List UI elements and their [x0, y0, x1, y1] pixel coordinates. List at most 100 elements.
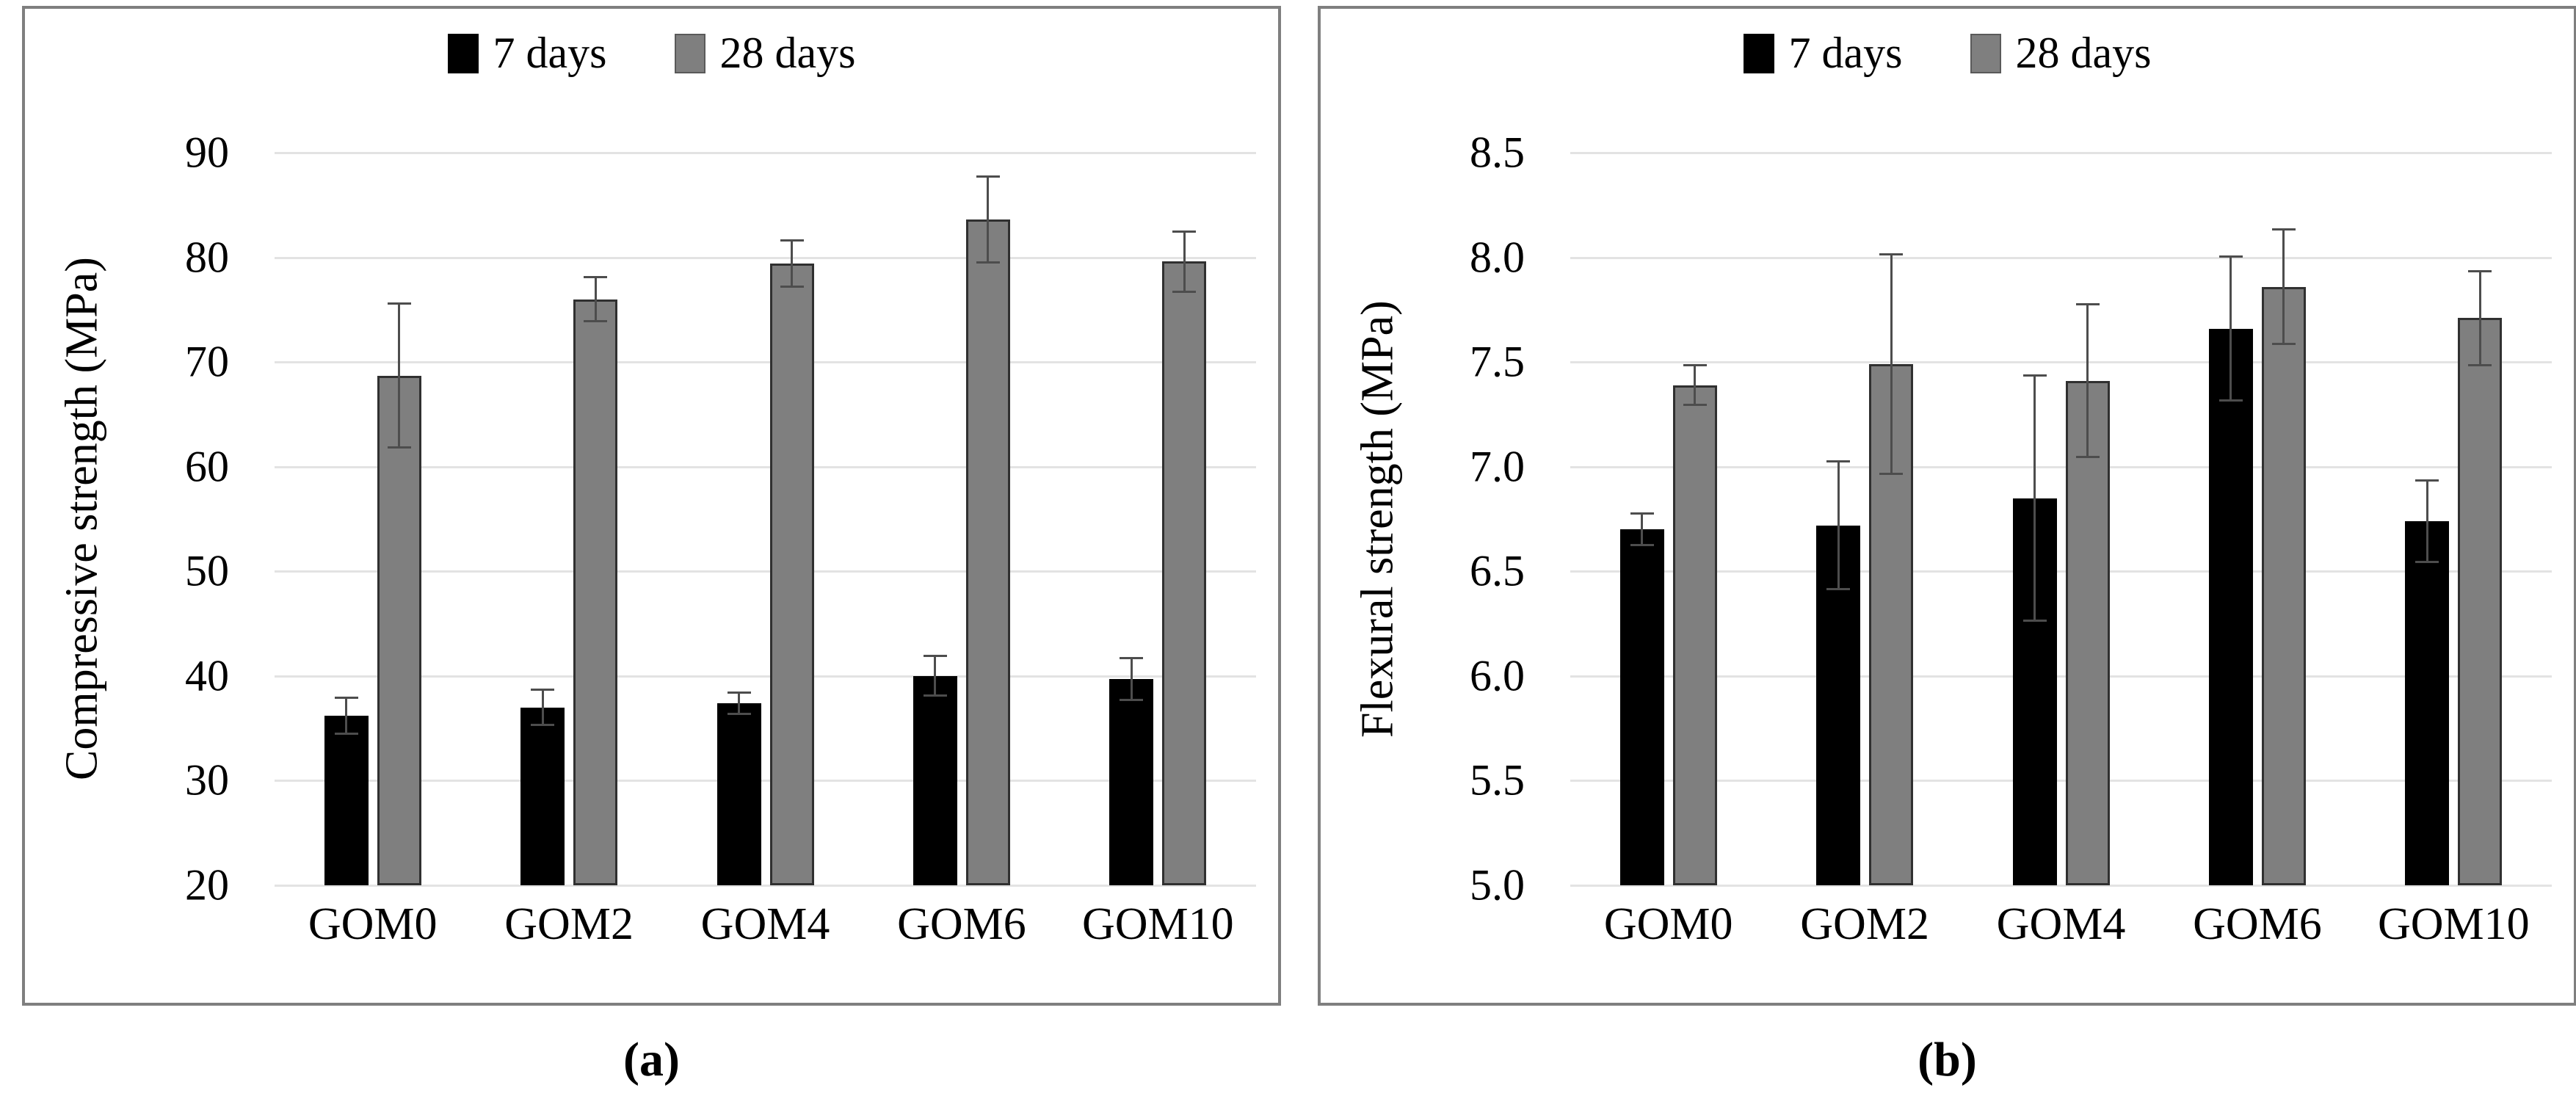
error-bar-7-days-gom2: [1826, 460, 1851, 590]
error-bar-28-days-gom2: [584, 276, 608, 322]
legend-swatch-28-days: [1970, 33, 2001, 73]
error-bar-part: [2229, 255, 2232, 402]
error-bar-part: [2271, 228, 2296, 231]
error-bar-part: [1130, 657, 1133, 702]
bar-group-gom4: [1963, 153, 2159, 885]
error-bar-part: [1826, 460, 1851, 463]
y-tick-label-40: 40: [185, 651, 229, 700]
error-bar-part: [780, 239, 804, 242]
gridline-20: [275, 885, 1256, 887]
gridline-8-0: [1570, 256, 2552, 259]
gridline-40: [275, 675, 1256, 678]
error-bar-part: [334, 697, 358, 700]
x-category-label-gom2: GOM2: [504, 899, 634, 949]
error-bar-28-days-gom4: [780, 239, 804, 288]
legend-item-28-days: 28 days: [1970, 28, 2151, 79]
error-bar-part: [1630, 544, 1654, 547]
bar-slot-7-days-gom6: [913, 153, 957, 885]
error-bar-part: [934, 655, 937, 697]
error-bar-part: [387, 446, 411, 449]
bar-slot-28-days-gom4: [2065, 153, 2110, 885]
legend-item-7-days: 7 days: [1743, 28, 1903, 79]
bar-slot-7-days-gom2: [520, 153, 565, 885]
x-category-label-gom2: GOM2: [1800, 899, 1929, 949]
error-bar-part: [727, 692, 751, 694]
gridline-7-5: [1570, 361, 2552, 364]
error-bar-7-days-gom10: [2415, 479, 2439, 563]
y-tick-label-30: 30: [185, 755, 229, 805]
error-bar-part: [2271, 343, 2296, 346]
legend-label-7-days: 7 days: [1788, 29, 1903, 77]
error-bar-7-days-gom10: [1120, 657, 1144, 702]
plot-area-b: [1570, 152, 2552, 887]
gridline-6-0: [1570, 675, 2552, 678]
error-bar-part: [1890, 253, 1893, 476]
error-bar-part: [1183, 230, 1186, 294]
bar-7-days-gom10: [1109, 679, 1154, 885]
error-bar-part: [2218, 399, 2243, 402]
bar-28-days-gom2: [573, 299, 618, 885]
bar-groups-a: [275, 153, 1256, 885]
gridline-7-0: [1570, 465, 2552, 468]
x-category-label-gom10: GOM10: [1081, 899, 1234, 949]
panel-caption-a: (a): [623, 1033, 680, 1086]
error-bar-part: [1641, 512, 1644, 547]
error-bar-part: [1683, 404, 1707, 407]
bar-slot-7-days-gom0: [324, 153, 369, 885]
y-tick-label-5-5: 5.5: [1470, 755, 1525, 805]
gridline-5-5: [1570, 780, 2552, 783]
bar-28-days-gom0: [377, 375, 421, 885]
legend-swatch-28-days: [674, 33, 705, 73]
error-bar-28-days-gom6: [2271, 228, 2296, 346]
gridline-70: [275, 361, 1256, 364]
error-bar-28-days-gom2: [1879, 253, 1904, 476]
x-category-label-gom6: GOM6: [897, 899, 1026, 949]
plot-area-a: [275, 152, 1256, 887]
error-bar-part: [976, 261, 1000, 264]
panel-b: 7 days 28 days Flexural strength (MPa) 8.…: [1318, 6, 2576, 1006]
bar-28-days-gom0: [1672, 385, 1717, 885]
error-bar-part: [2022, 619, 2047, 622]
y-tick-label-90: 90: [185, 128, 229, 177]
gridline-60: [275, 465, 1256, 468]
error-bar-28-days-gom10: [1172, 230, 1197, 294]
error-bar-part: [2022, 374, 2047, 377]
bar-28-days-gom10: [1162, 261, 1207, 885]
error-bar-part: [727, 712, 751, 715]
gridline-90: [275, 152, 1256, 154]
bar-group-gom2: [471, 153, 667, 885]
error-bar-part: [1837, 460, 1840, 590]
error-bar-part: [2086, 303, 2089, 459]
error-bar-part: [345, 697, 348, 735]
bar-slot-28-days-gom2: [1869, 153, 1914, 885]
y-tick-label-6-5: 6.5: [1470, 546, 1525, 595]
error-bar-part: [2415, 560, 2439, 563]
bar-7-days-gom6: [2208, 328, 2253, 885]
bar-28-days-gom6: [965, 219, 1010, 885]
error-bar-part: [2075, 303, 2100, 306]
y-tick-label-5-0: 5.0: [1470, 860, 1525, 910]
error-bar-part: [1120, 699, 1144, 702]
error-bar-part: [1879, 253, 1904, 255]
y-tick-label-80: 80: [185, 233, 229, 282]
error-bar-part: [791, 239, 794, 288]
error-bar-part: [1694, 364, 1697, 407]
bar-7-days-gom2: [520, 707, 565, 885]
error-bar-part: [2468, 269, 2492, 272]
legend-item-7-days: 7 days: [447, 28, 607, 79]
legend-b: 7 days 28 days: [1321, 28, 2574, 79]
gridline-80: [275, 256, 1256, 259]
y-axis-ticks-a: 90 80 70 60 50 40 30 20: [25, 128, 251, 910]
error-bar-part: [334, 732, 358, 735]
error-bar-7-days-gom6: [923, 655, 947, 697]
error-bar-28-days-gom0: [387, 302, 411, 449]
y-tick-label-8-0: 8.0: [1470, 233, 1525, 282]
error-bar-part: [541, 688, 544, 727]
error-bar-28-days-gom10: [2468, 269, 2492, 366]
y-axis-ticks-b: 8.5 8.0 7.5 7.0 6.5 6.0 5.5 5.0: [1321, 128, 1547, 910]
x-category-label-gom4: GOM4: [700, 899, 830, 949]
legend-item-28-days: 28 days: [674, 28, 856, 79]
bar-7-days-gom4: [716, 703, 761, 885]
bar-7-days-gom10: [2405, 520, 2450, 885]
legend-label-28-days: 28 days: [719, 29, 856, 77]
